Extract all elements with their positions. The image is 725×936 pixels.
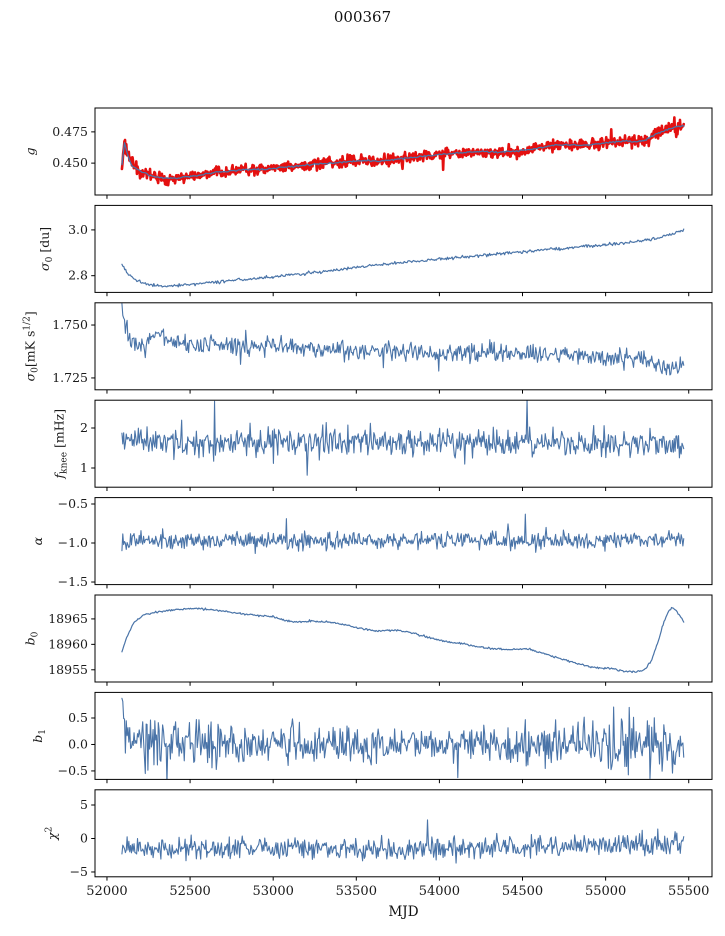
- series-b1-line: [121, 697, 685, 780]
- panel-alpha: −1.5 −1.0 −0.5 α: [30, 496, 713, 589]
- panel-fknee: 1 2 fknee [mHz]: [52, 399, 713, 491]
- panel-g: 0.450 0.475 g: [23, 107, 713, 199]
- panel-b0: 18955 18960 18965 b0: [23, 594, 713, 686]
- y-tick-label: 5: [80, 797, 88, 812]
- x-tick-label: 52500: [169, 884, 210, 899]
- panel-chi2-frame: [94, 789, 713, 878]
- series-g-data-band: [120, 116, 686, 187]
- y-tick-label: 0.450: [52, 155, 88, 170]
- series-alpha-line: [121, 513, 685, 555]
- y-tick-label: 0.5: [68, 710, 88, 725]
- y-axis-label-chi2: χ2: [44, 827, 59, 841]
- series-sigma0-du-line: [121, 228, 685, 288]
- y-tick-label: −1.5: [58, 574, 88, 589]
- y-tick-label: −0.5: [58, 763, 88, 778]
- x-tick-label: 53000: [253, 884, 294, 899]
- series-b0-line: [121, 606, 685, 674]
- panel-alpha-frame: [94, 497, 713, 586]
- y-tick-label: 18965: [48, 611, 88, 626]
- y-tick-label: 1.750: [52, 317, 88, 332]
- panel-fknee-frame: [94, 399, 713, 488]
- y-tick-label: 18955: [48, 662, 88, 677]
- series-fknee-line: [121, 400, 685, 476]
- series-sigma0-mks-line: [121, 302, 685, 376]
- y-tick-label: 1.725: [52, 370, 88, 385]
- y-tick-label: 3.0: [68, 222, 88, 237]
- x-tick-label: 54500: [502, 884, 543, 899]
- y-axis-label-fknee: fknee [mHz]: [52, 409, 70, 480]
- y-tick-label: −0.5: [58, 496, 88, 511]
- y-axis-label-g: g: [23, 147, 38, 155]
- x-tick-label: 53500: [336, 884, 377, 899]
- x-tick-label: 55500: [668, 884, 709, 899]
- panel-sigma0-mks: 1.725 1.750 σ0[mK s1/2]: [23, 302, 713, 394]
- y-tick-label: 2.8: [68, 268, 88, 283]
- y-tick-label: 1: [80, 460, 88, 475]
- panel-chi2: −5 0 5 52000 52500 53000 53500 54000 54500 55000 5…: [44, 789, 713, 899]
- x-axis-label: MJD: [388, 904, 419, 920]
- x-tick-label: 55000: [585, 884, 626, 899]
- y-tick-label: 2: [80, 420, 88, 435]
- x-tick-label: 54000: [419, 884, 460, 899]
- panel-sigma0-du-frame: [94, 204, 713, 293]
- figure-title: 000367: [333, 8, 392, 26]
- y-axis-label-alpha: α: [30, 536, 45, 545]
- y-axis-label-b1: b1: [30, 729, 48, 743]
- y-axis-label-b0: b0: [23, 631, 41, 645]
- x-tick-label: 52000: [86, 884, 127, 899]
- y-tick-label: 18960: [48, 636, 88, 651]
- y-tick-label: 0: [80, 830, 88, 845]
- series-g-smooth-fit: [121, 124, 685, 180]
- y-tick-label: −5: [70, 864, 88, 879]
- y-tick-label: 0.0: [68, 736, 88, 751]
- panel-b0-frame: [94, 594, 713, 683]
- y-axis-label-sigma0-du: σ0 [du]: [37, 227, 55, 271]
- panel-b1: −0.5 0.0 0.5 b1: [30, 691, 713, 784]
- panel-g-frame: [94, 107, 713, 196]
- panel-b1-frame: [94, 691, 713, 780]
- y-axis-label-sigma0-mks: σ0[mK s1/2]: [23, 311, 41, 381]
- panel-sigma0-du: 2.8 3.0 σ0 [du]: [37, 204, 713, 297]
- series-chi2-line: [121, 819, 685, 864]
- y-tick-label: −1.0: [58, 535, 88, 550]
- y-tick-label: 0.475: [52, 124, 88, 139]
- panel-sigma0-mks-frame: [94, 302, 713, 391]
